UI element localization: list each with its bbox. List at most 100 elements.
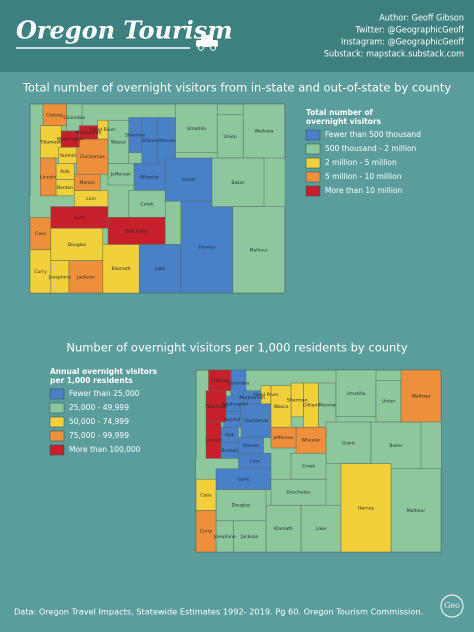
county-label: Tillamook <box>39 139 62 145</box>
county-label: Douglas <box>232 503 251 509</box>
legend-swatch <box>305 185 321 197</box>
county-label: Washington <box>57 137 84 143</box>
county-label: Wasco <box>274 404 289 410</box>
county-label: Crook <box>140 201 154 207</box>
county <box>265 504 302 553</box>
county-label: Lane <box>238 477 249 483</box>
county-label: Multnomah <box>239 395 265 401</box>
land-fill <box>30 195 51 218</box>
county-label: Washington <box>221 401 248 407</box>
county <box>29 217 52 251</box>
map-section: Number of overnight visitors per 1,000 r… <box>49 341 442 553</box>
county <box>205 421 222 459</box>
county-label: Grant <box>342 440 355 446</box>
county <box>325 421 372 464</box>
legend-swatch <box>305 129 321 141</box>
county-label: Polk <box>225 433 235 439</box>
county-label: Hood River <box>253 392 278 398</box>
legend-title: overnight visitors <box>306 117 382 126</box>
county-label: Baker <box>231 180 244 186</box>
county-label: Clackamas <box>80 154 106 160</box>
county-label: Benton <box>57 185 74 191</box>
legend-title: per 1,000 residents <box>50 376 133 385</box>
county <box>215 489 267 522</box>
county-label: Clatsop <box>211 378 228 384</box>
county-label: Lake <box>316 526 327 532</box>
county-label: Multnomah <box>76 130 102 136</box>
legend-label: 50,000 - 74,999 <box>69 417 129 426</box>
logo-ring <box>440 594 464 618</box>
county <box>290 452 327 480</box>
county <box>73 173 101 191</box>
county <box>164 157 213 202</box>
county-label: Baker <box>389 443 402 449</box>
county-label: Malheur <box>250 247 269 253</box>
county-label: Wheeler <box>301 438 320 444</box>
county <box>40 157 57 197</box>
county-label: Deschutes <box>125 228 150 234</box>
county <box>180 200 234 294</box>
county-label: Columbia <box>228 381 250 387</box>
legend-swatch <box>49 388 65 400</box>
legend-swatch <box>305 143 321 155</box>
county-label: Coos <box>200 492 212 498</box>
county <box>50 227 104 261</box>
legend-label: Fewer than 500 thousand <box>325 130 421 139</box>
county-label: Crook <box>302 464 316 470</box>
legend-label: 75,000 - 99,999 <box>69 431 129 440</box>
land-fill <box>341 416 376 422</box>
county-label: Benton <box>222 448 239 454</box>
credit-line: Instagram: @GeographicGeoff <box>341 38 464 48</box>
county <box>233 520 267 553</box>
county <box>107 217 166 245</box>
county <box>232 206 286 294</box>
county-label: Jackson <box>76 274 95 280</box>
county-label: Linn <box>250 459 260 465</box>
land-fill <box>326 463 341 506</box>
land-fill <box>180 152 218 158</box>
county <box>340 463 392 553</box>
county-label: Wallowa <box>255 129 274 135</box>
county <box>60 130 80 148</box>
credits: Author: Geoff Gibson Twitter: @Geographic… <box>324 14 465 60</box>
county-label: Josephine <box>48 274 71 280</box>
legend-swatch <box>49 416 65 428</box>
county-label: Yamhill <box>223 417 240 423</box>
county-label: Grant <box>182 177 195 183</box>
county <box>300 504 342 553</box>
county-label: Columbia <box>63 115 85 121</box>
credit-line: Twitter: @GeographicGeoff <box>354 26 464 36</box>
county-label: Umatilla <box>346 391 365 397</box>
county <box>211 157 265 207</box>
legend-swatch <box>49 402 65 414</box>
county-label: Jefferson <box>110 172 131 178</box>
land-fill <box>421 422 441 469</box>
legend-title: Annual overnight visitors <box>50 367 158 376</box>
county <box>270 426 297 449</box>
county <box>335 369 377 418</box>
land-fill <box>100 174 108 191</box>
county-label: Josephine <box>213 534 236 540</box>
county-label: Clackamas <box>244 418 270 424</box>
county-label: Lincoln <box>40 174 56 180</box>
legend-swatch <box>49 430 65 442</box>
county <box>195 510 217 553</box>
county-label: Jefferson <box>272 435 293 441</box>
header-band <box>0 0 474 72</box>
county-label: Yamhill <box>59 153 76 159</box>
legend-swatch <box>305 171 321 183</box>
county-label: Umatilla <box>187 126 206 132</box>
county-label: Marion <box>79 180 95 186</box>
county <box>42 103 67 126</box>
county-label: Lane <box>74 215 85 221</box>
county <box>295 426 327 454</box>
county-label: Sherman <box>287 397 308 403</box>
credit-line: Substack: mapstack.substack.com <box>324 50 464 60</box>
county-label: Curry <box>200 529 213 535</box>
map-title: Number of overnight visitors per 1,000 r… <box>66 341 407 355</box>
county-label: Union <box>224 134 237 140</box>
county-label: Wallowa <box>412 394 431 400</box>
county-label: Curry <box>34 269 47 275</box>
